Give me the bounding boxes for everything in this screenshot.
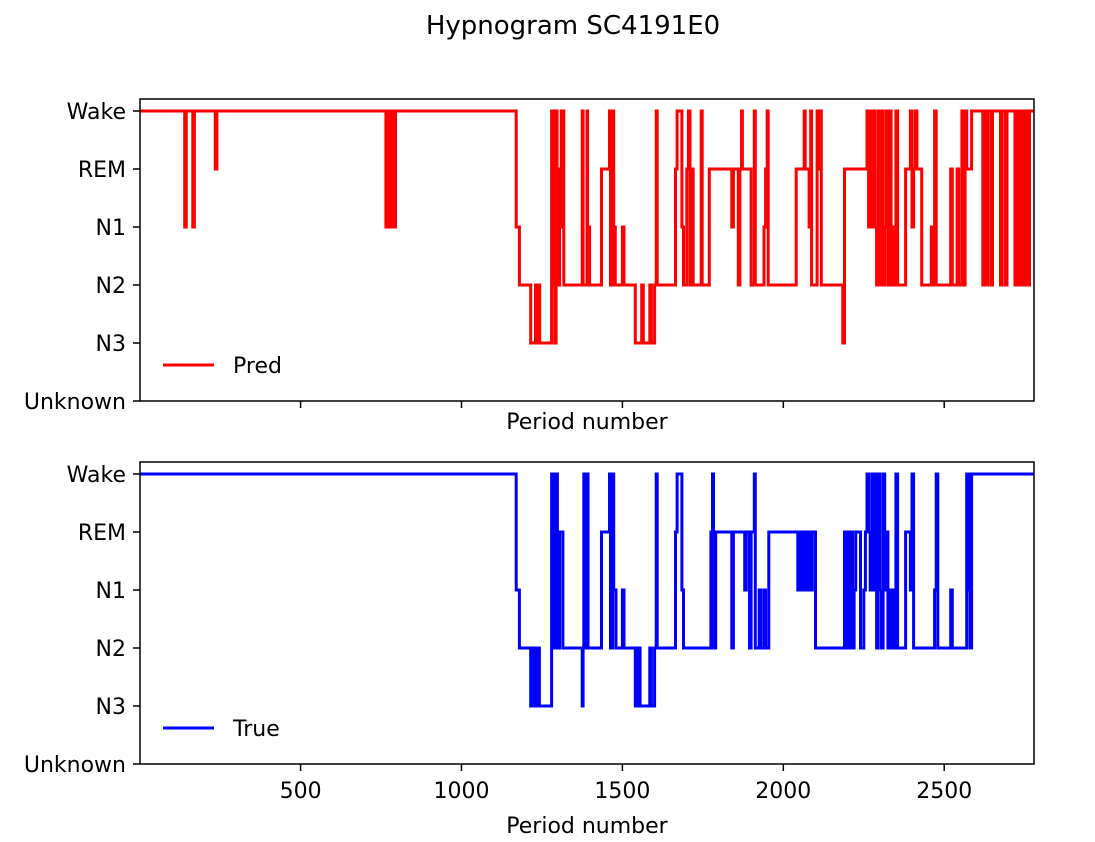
y-tick-label-pred-rem: REM [78, 158, 126, 183]
subplot-pred: Unknown N3 N2 N1 REM Wake Pred Period number [24, 98, 1035, 435]
y-tick-label-true-n2: N2 [96, 637, 126, 662]
y-tick-label-pred-n3: N3 [96, 332, 126, 357]
series-line-pred [140, 109, 1034, 345]
legend-true: True [163, 717, 280, 742]
y-ticks-true: Unknown N3 N2 N1 REM Wake [24, 463, 140, 778]
x-tick-label-1500: 1500 [594, 779, 650, 804]
y-tick-label-true-unknown: Unknown [24, 753, 126, 778]
legend-pred: Pred [163, 354, 282, 379]
y-tick-label-true-rem: REM [78, 521, 126, 546]
axes-frame-pred [139, 98, 1035, 402]
chart-title: Hypnogram SC4191E0 [426, 11, 720, 41]
x-tick-label-500: 500 [280, 779, 322, 804]
legend-label-pred: Pred [233, 354, 282, 379]
x-ticks-true: 500 1000 1500 2000 2500 [280, 764, 972, 804]
y-ticks-pred: Unknown N3 N2 N1 REM Wake [24, 100, 140, 415]
x-axis-label-true: Period number [506, 814, 668, 839]
axes-frame-true [139, 461, 1035, 765]
y-tick-label-true-n1: N1 [96, 579, 126, 604]
subplot-true: Unknown N3 N2 N1 REM Wake 500 1000 1500 2000 2500… [24, 461, 1035, 839]
x-tick-label-2000: 2000 [755, 779, 811, 804]
x-tick-label-1000: 1000 [433, 779, 489, 804]
series-line-true [140, 472, 1034, 708]
x-ticks-pred [299, 401, 945, 408]
x-axis-label-pred: Period number [506, 410, 668, 435]
x-tick-label-2500: 2500 [916, 779, 972, 804]
y-tick-label-pred-wake: Wake [67, 100, 126, 125]
legend-label-true: True [232, 717, 280, 742]
y-tick-label-pred-n2: N2 [96, 274, 126, 299]
y-tick-label-true-wake: Wake [67, 463, 126, 488]
y-tick-label-pred-n1: N1 [96, 216, 126, 241]
y-tick-label-true-n3: N3 [96, 695, 126, 720]
y-tick-label-pred-unknown: Unknown [24, 390, 126, 415]
